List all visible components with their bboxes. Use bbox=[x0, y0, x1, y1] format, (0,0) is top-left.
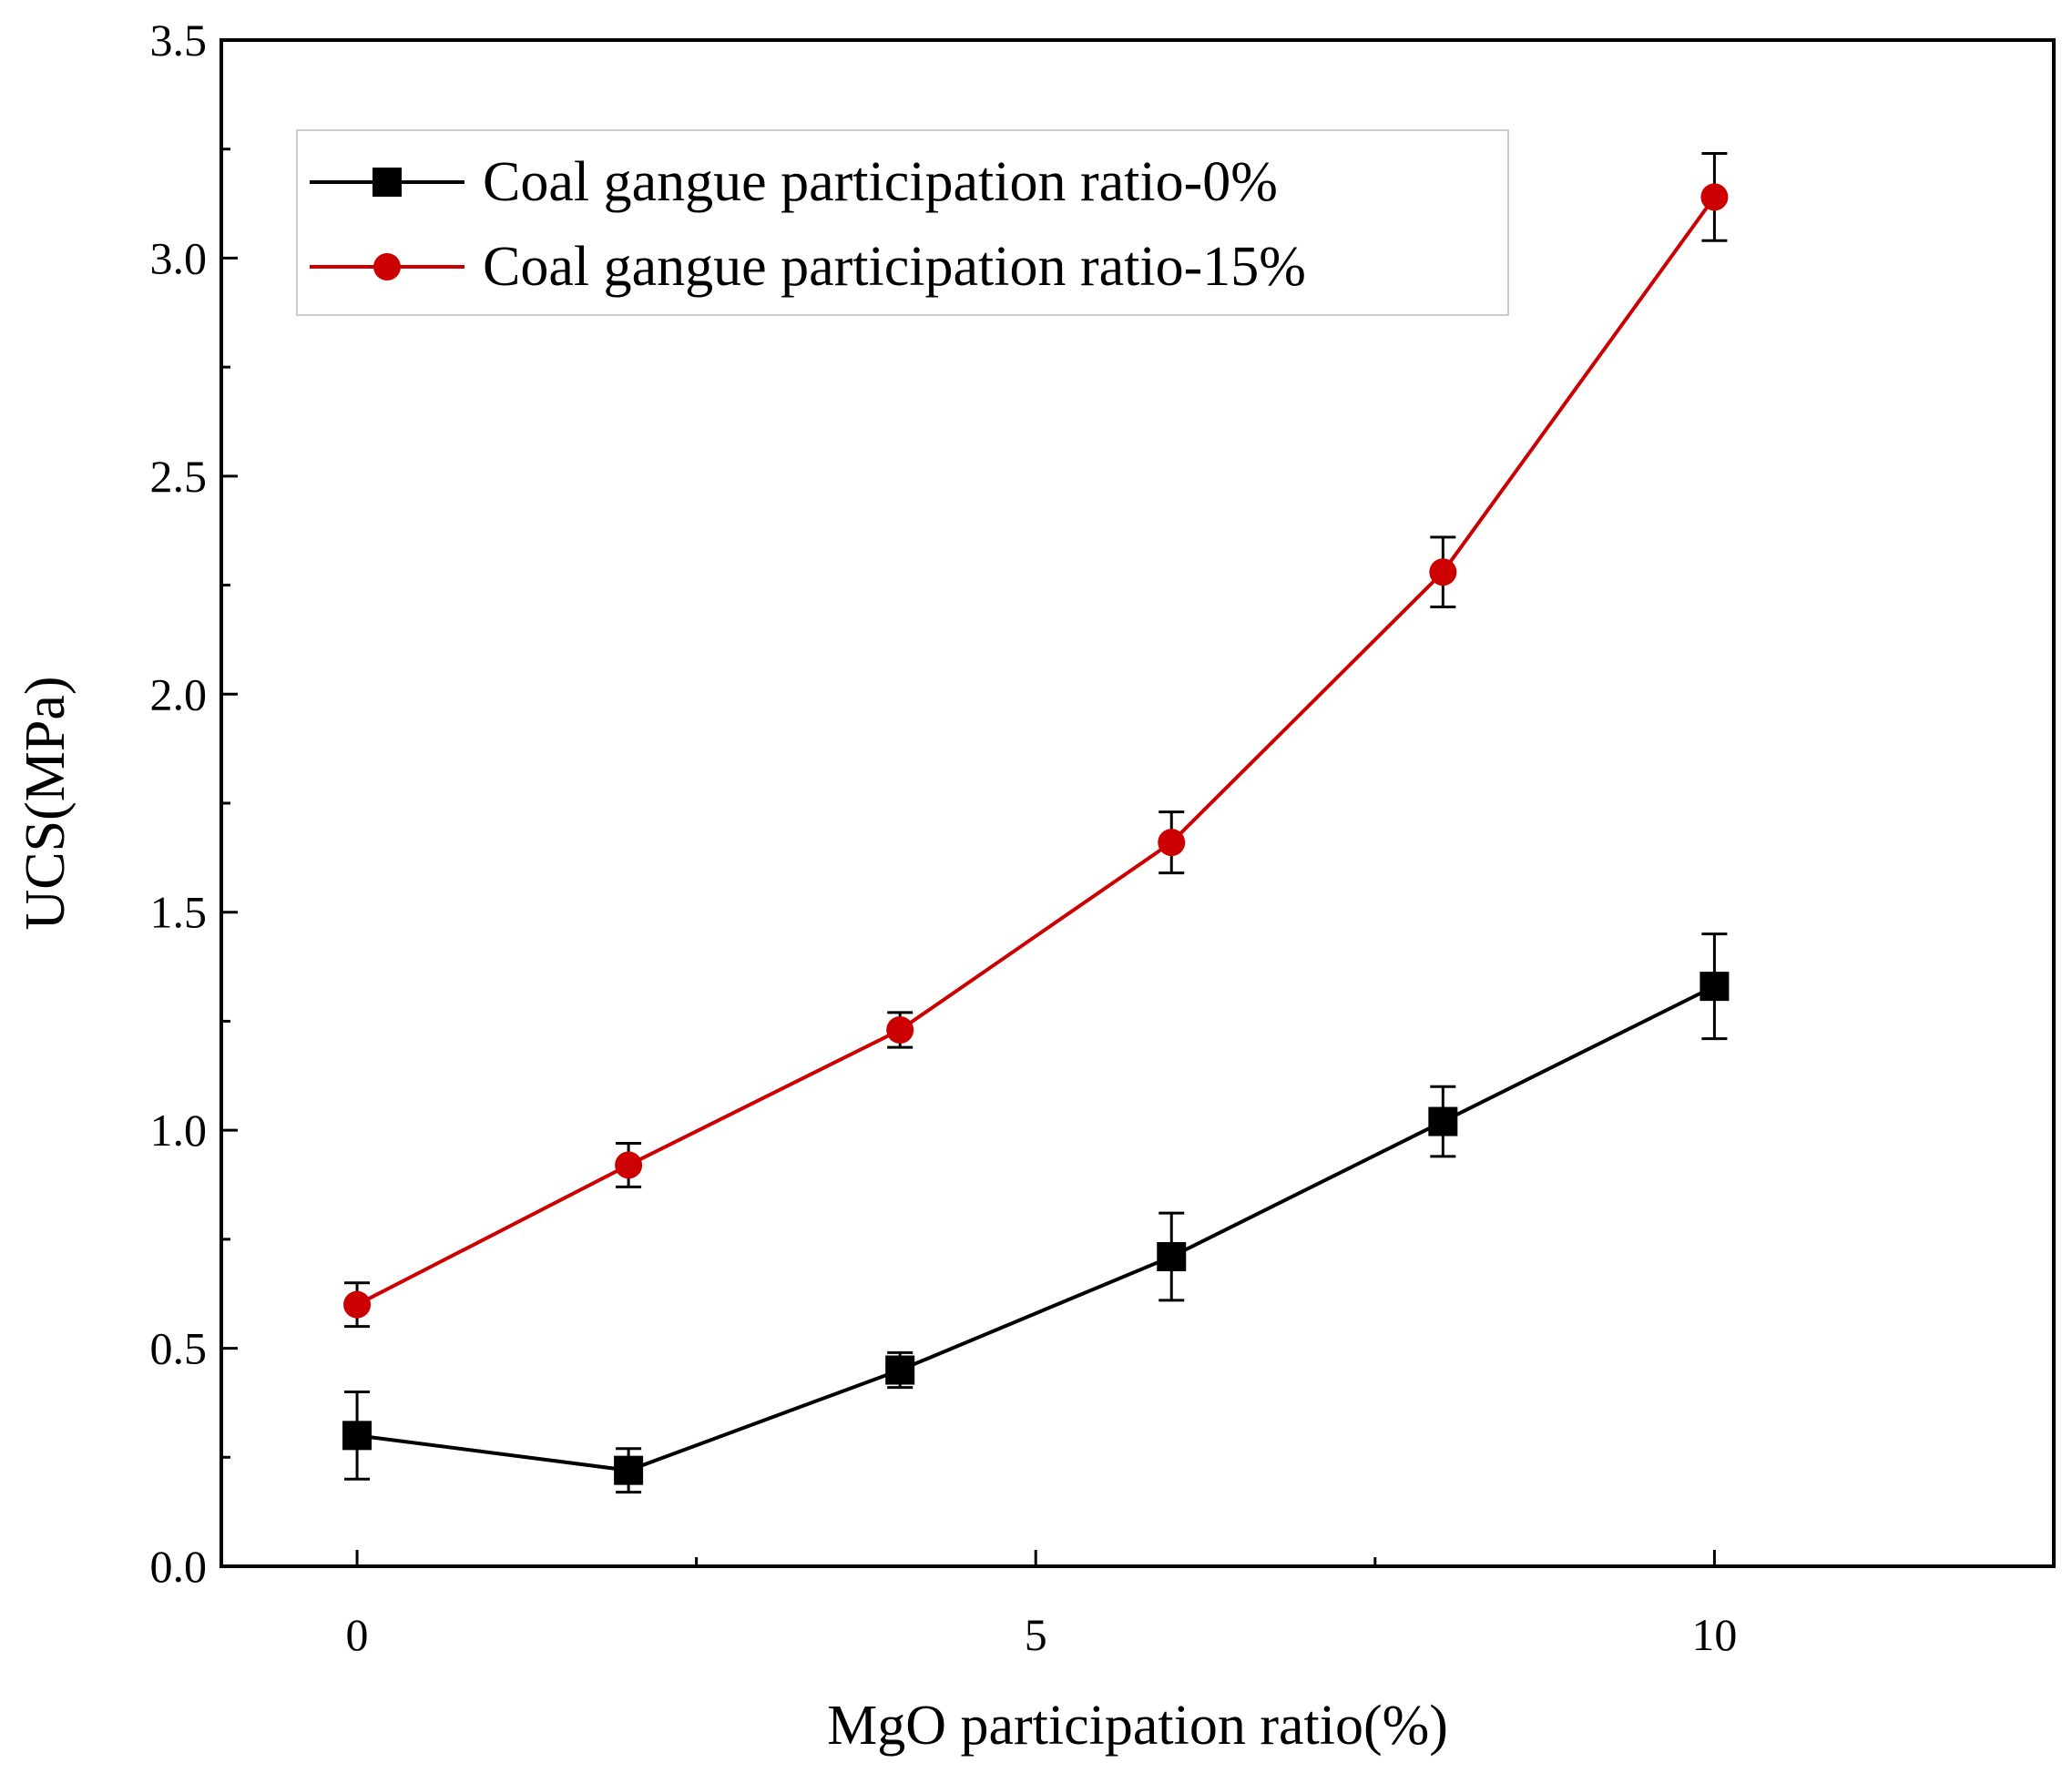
legend: Coal gangue participation ratio-0% Coal g… bbox=[296, 129, 1509, 316]
data-point bbox=[343, 1290, 372, 1319]
data-point bbox=[1428, 1106, 1458, 1136]
data-point bbox=[1699, 972, 1730, 1002]
legend-label: Coal gangue participation ratio-15% bbox=[483, 236, 1306, 298]
data-point bbox=[885, 1355, 915, 1385]
legend-marker bbox=[373, 168, 402, 197]
y-axis-title: UCS(MPa) bbox=[15, 676, 77, 930]
data-point bbox=[1429, 558, 1457, 586]
series-0 bbox=[342, 932, 1730, 1494]
data-point bbox=[1158, 829, 1186, 857]
y-tick-label: 0.0 bbox=[150, 1541, 208, 1592]
data-point bbox=[1700, 183, 1729, 211]
x-tick-label: 5 bbox=[1025, 1609, 1047, 1660]
legend-marker bbox=[373, 253, 401, 280]
data-point bbox=[614, 1455, 644, 1485]
series-line bbox=[356, 984, 1716, 1472]
data-point bbox=[342, 1421, 373, 1451]
y-tick-label: 1.5 bbox=[150, 887, 208, 938]
legend-box bbox=[296, 129, 1509, 316]
series-1 bbox=[343, 152, 1729, 1329]
legend-label: Coal gangue participation ratio-0% bbox=[483, 151, 1278, 213]
data-point bbox=[1157, 1242, 1187, 1272]
axes-layer: 0.0 0.5 1.0 1.5 2.0 2.5 3.0 3.5 0 5 10 bbox=[150, 15, 2056, 1660]
x-tick-label: 10 bbox=[1691, 1609, 1737, 1660]
y-tick-label: 1.0 bbox=[150, 1105, 208, 1156]
x-tick-label: 0 bbox=[346, 1609, 369, 1660]
y-tick-label: 3.0 bbox=[150, 232, 208, 283]
y-tick-label: 3.5 bbox=[150, 15, 208, 66]
series-layer bbox=[342, 152, 1730, 1494]
y-tick-label: 2.0 bbox=[150, 668, 208, 719]
x-axis-title: MgO participation ratio(%) bbox=[827, 1695, 1448, 1757]
data-point bbox=[886, 1016, 914, 1044]
y-tick-label: 0.5 bbox=[150, 1323, 208, 1374]
data-point bbox=[615, 1151, 643, 1179]
y-tick-label: 2.5 bbox=[150, 451, 208, 502]
series-line bbox=[356, 196, 1717, 1307]
